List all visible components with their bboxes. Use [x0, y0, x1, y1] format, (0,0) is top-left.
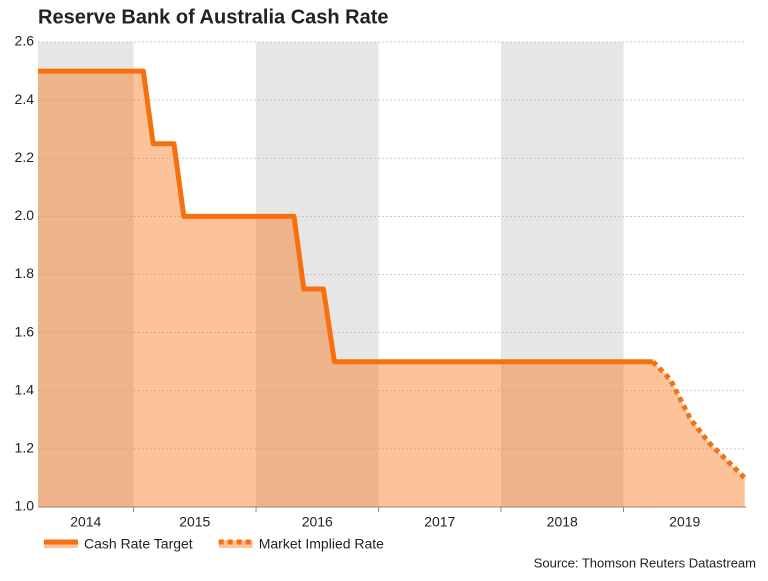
y-tick-label: 2.4	[15, 91, 35, 107]
y-tick-label: 1.4	[15, 381, 35, 397]
y-tick-label: 1.2	[15, 440, 35, 456]
area	[652, 361, 745, 507]
x-tick-label: 2016	[302, 514, 333, 530]
x-tick-label: 2018	[547, 514, 578, 530]
legend-label: Market Implied Rate	[259, 536, 384, 552]
chart-title: Reserve Bank of Australia Cash Rate	[38, 6, 389, 28]
y-tick-label: 1.8	[15, 265, 35, 281]
x-tick-label: 2017	[424, 514, 455, 530]
legend-label: Cash Rate Target	[84, 536, 193, 552]
line	[38, 68, 653, 365]
year-band	[38, 42, 134, 507]
x-tick-label: 2019	[669, 514, 700, 530]
y-tick-label: 2.6	[15, 33, 35, 49]
y-tick-label: 2.0	[15, 207, 35, 223]
source: Source: Thomson Reuters Datastream	[534, 555, 756, 570]
legend-swatch	[218, 540, 253, 548]
y-tick-label: 1.0	[15, 498, 35, 514]
y-tick-label: 2.2	[15, 149, 35, 165]
x-tick-label: 2015	[179, 514, 210, 530]
y-tick-label: 1.6	[15, 323, 35, 339]
area	[38, 71, 653, 507]
x-tick-label: 2014	[70, 514, 101, 530]
